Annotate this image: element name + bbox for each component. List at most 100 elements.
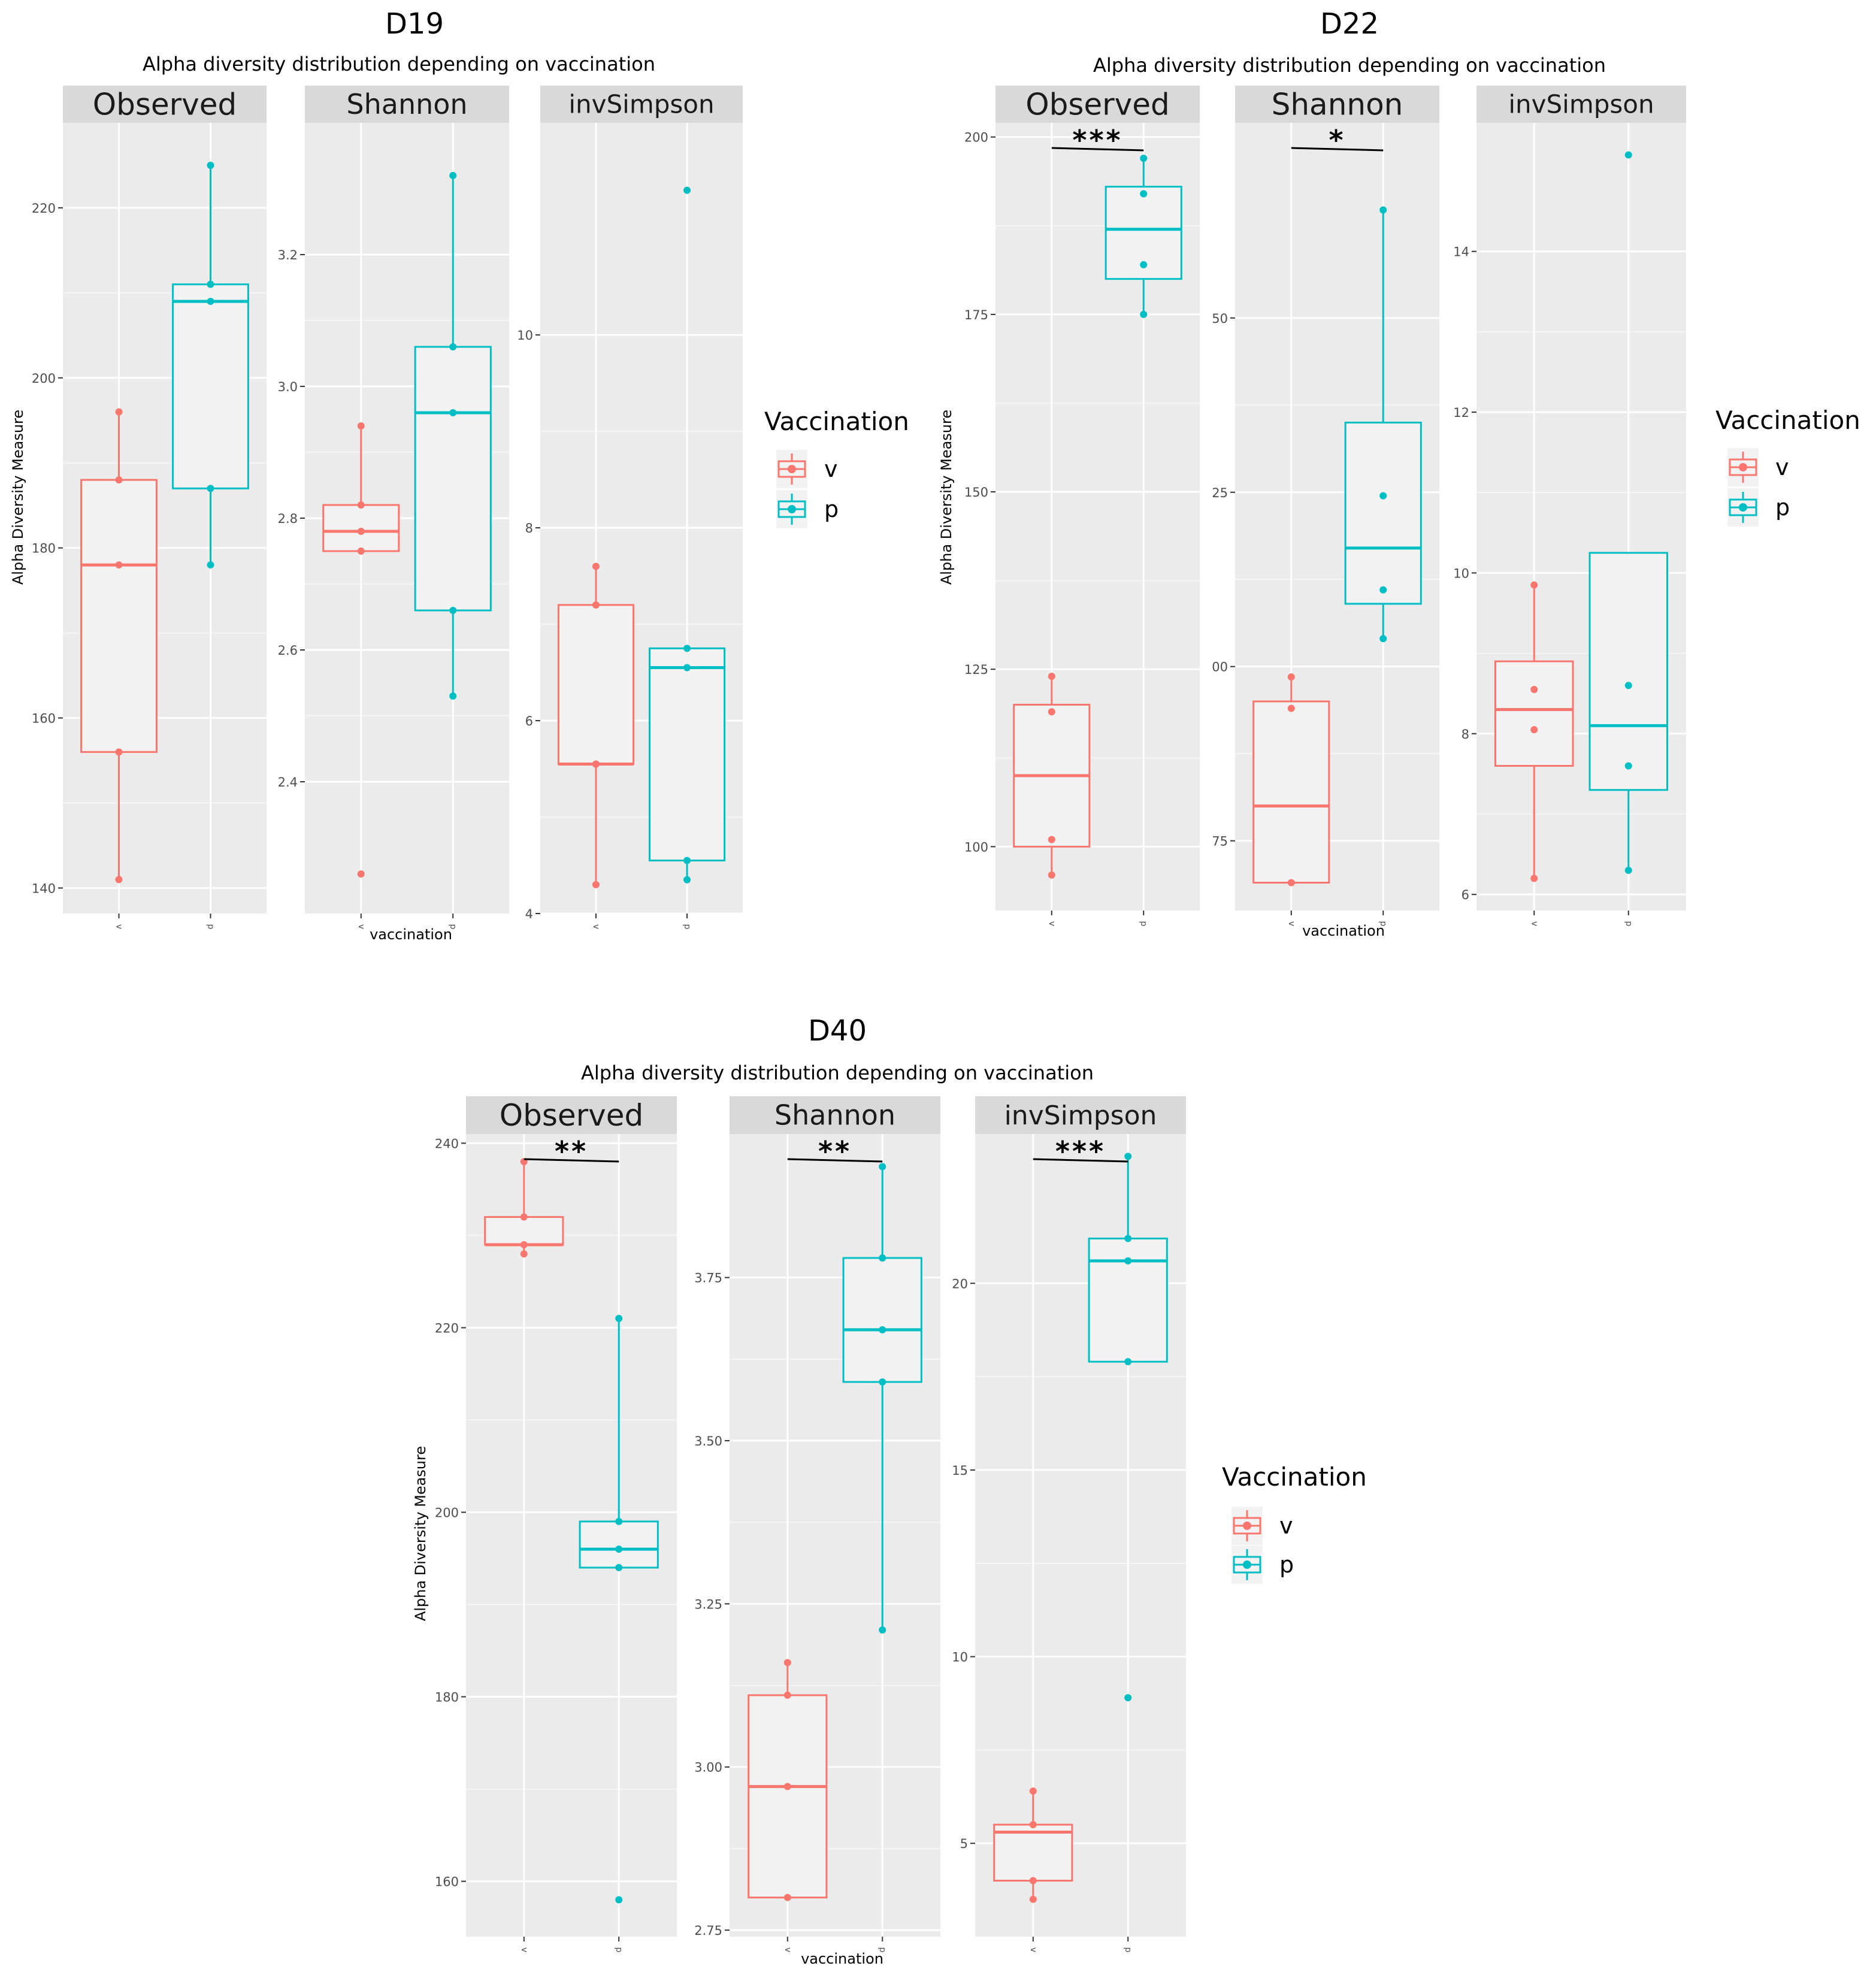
data-point <box>115 876 123 884</box>
legend-title: Vaccination <box>764 407 909 436</box>
data-point <box>1530 685 1538 693</box>
y-tick-label: 140 <box>32 881 56 896</box>
significance-bracket <box>1291 147 1384 152</box>
data-point <box>615 1545 623 1553</box>
data-point <box>879 1163 886 1171</box>
facet-strip-label: Shannon <box>346 88 467 120</box>
legend-label-v: v <box>824 456 838 482</box>
y-tick-label: 5 <box>960 1837 968 1851</box>
box-iqr <box>172 283 249 489</box>
box-iqr <box>579 1520 659 1569</box>
facet-strip <box>730 1096 940 1134</box>
data-point <box>1530 726 1538 734</box>
significance-stars: *** <box>1055 1135 1106 1168</box>
data-point <box>1124 1235 1132 1242</box>
y-tick-label: 15 <box>952 1463 968 1478</box>
data-point <box>520 1213 528 1221</box>
y-tick-label: 3.50 <box>694 1434 722 1448</box>
data-point <box>683 664 691 672</box>
data-point <box>520 1250 528 1258</box>
x-axis-label: vaccination <box>801 1950 883 1967</box>
data-point <box>615 1517 623 1525</box>
data-point <box>357 548 365 555</box>
facet-strip <box>63 86 267 123</box>
legend-key-point <box>788 465 796 473</box>
data-point <box>879 1326 886 1333</box>
data-point <box>592 760 600 768</box>
x-tick-label: p <box>878 1947 887 1953</box>
data-point <box>520 1241 528 1248</box>
facet-strip-label: Shannon <box>774 1099 895 1132</box>
legend: Vaccination vp <box>764 407 909 528</box>
x-tick-label: v <box>519 1947 529 1952</box>
data-point <box>683 186 691 194</box>
facet-invsimpson: invSimpson 4 6 8 10 v p <box>517 86 743 930</box>
data-point <box>1624 682 1632 689</box>
box-p <box>1588 151 1668 874</box>
data-point <box>1124 1257 1132 1265</box>
chart-d22: D22 Alpha diversity distribution dependin… <box>938 7 1860 939</box>
data-point <box>783 1691 791 1699</box>
legend-label-v: v <box>1775 454 1789 480</box>
chart-d40: D40 Alpha diversity distribution dependin… <box>412 1014 1367 1967</box>
box-p <box>842 1163 922 1634</box>
data-point <box>1048 836 1055 843</box>
facet-strip <box>1235 86 1439 123</box>
facet-invsimpson: invSimpson 6 8 10 12 14 v p <box>1453 86 1686 927</box>
data-point <box>207 280 214 288</box>
data-point <box>115 408 123 416</box>
facet-strip <box>1476 86 1686 123</box>
data-point <box>783 1894 791 1901</box>
data-point <box>1379 635 1387 643</box>
data-point <box>1048 871 1055 879</box>
x-tick-label: p <box>448 924 458 930</box>
y-axis-label: Alpha Diversity Measure <box>10 410 26 585</box>
data-point <box>115 561 123 569</box>
box-p <box>1088 1153 1168 1702</box>
data-point <box>879 1626 886 1634</box>
box-v <box>80 408 158 884</box>
box-p <box>414 172 492 700</box>
significance-stars: * <box>1329 124 1345 156</box>
legend-label-p: p <box>1279 1551 1294 1578</box>
y-tick-label: 00 <box>1212 660 1228 675</box>
y-tick-label: 2.6 <box>278 643 298 658</box>
data-point <box>449 172 457 179</box>
x-axis-label: vaccination <box>370 926 452 943</box>
facet-shannon: Shannon 2.4 2.6 2.8 3.0 3.2 v p <box>278 86 509 930</box>
legend-label-p: p <box>1775 494 1790 521</box>
figure-subtitle: Alpha diversity distribution depending o… <box>581 1061 1094 1084</box>
panel-background <box>1476 123 1686 911</box>
data-point <box>357 870 365 878</box>
data-point <box>1029 1821 1037 1829</box>
y-tick-label: 240 <box>435 1136 459 1151</box>
box-v <box>322 422 400 878</box>
y-tick-label: 220 <box>435 1321 459 1335</box>
y-tick-label: 10 <box>1453 566 1469 580</box>
y-tick-label: 2.75 <box>694 1923 722 1938</box>
data-point <box>1140 310 1148 318</box>
significance-stars: *** <box>1072 124 1122 156</box>
facet-strip <box>996 86 1200 123</box>
legend: Vaccination vp <box>1715 406 1860 527</box>
x-tick-label: p <box>1139 921 1148 927</box>
significance-bracket <box>787 1158 883 1163</box>
y-tick-label: 3.2 <box>278 248 298 262</box>
y-tick-label: 175 <box>964 308 988 322</box>
box-iqr <box>557 604 634 765</box>
figure-title: D40 <box>808 1014 867 1048</box>
legend-label-v: v <box>1279 1513 1293 1539</box>
data-point <box>449 607 457 614</box>
y-tick-label: 180 <box>32 542 56 556</box>
box-p <box>1344 206 1422 643</box>
figure-title: D19 <box>385 7 444 41</box>
data-point <box>615 1563 623 1571</box>
facet-strip-label: Shannon <box>1272 87 1403 122</box>
y-tick-label: 50 <box>1212 311 1228 326</box>
box-p <box>1105 155 1182 318</box>
data-point <box>1140 261 1148 268</box>
data-point <box>1029 1877 1037 1885</box>
box-iqr <box>1588 552 1668 791</box>
x-tick-label: p <box>1378 921 1388 927</box>
